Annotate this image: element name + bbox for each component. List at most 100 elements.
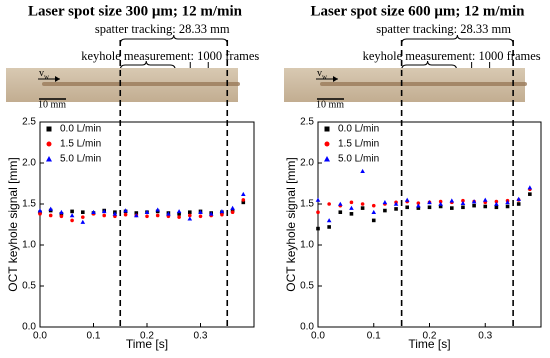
data-point: [349, 212, 354, 216]
keyhole-label: keyhole measurement: 1000 frames: [363, 49, 541, 63]
data-point: [188, 210, 192, 214]
data-point: [393, 201, 399, 206]
data-point: [327, 202, 331, 206]
data-point: [241, 198, 246, 202]
data-point: [144, 209, 150, 214]
data-point: [360, 206, 365, 210]
data-point: [48, 206, 53, 211]
legend-label: 1.5 L/min: [60, 139, 101, 150]
x-tick-label: 0.2: [423, 331, 437, 342]
x-axis-label: Time [s]: [408, 337, 450, 351]
data-point: [230, 205, 235, 210]
data-point: [482, 197, 488, 202]
spatter-label: spatter tracking: 28.33 mm: [376, 22, 511, 36]
velocity-subscript: w: [44, 73, 50, 81]
y-tick-label: 1.5: [300, 199, 314, 210]
data-point: [371, 203, 376, 208]
legend-label: 0.0 L/min: [338, 124, 379, 135]
data-point: [405, 205, 409, 210]
data-point: [155, 207, 160, 212]
x-tick-label: 0.0: [33, 331, 47, 342]
data-point: [394, 207, 398, 211]
y-tick-label: 0.0: [300, 322, 314, 333]
legend-label: 0.0 L/min: [60, 124, 101, 135]
data-point: [81, 215, 85, 219]
weld-seam: [320, 82, 527, 86]
data-point: [494, 201, 499, 206]
velocity-subscript: w: [322, 73, 328, 81]
x-tick-label: 0.0: [311, 331, 325, 342]
data-point: [382, 200, 388, 205]
data-point: [155, 213, 160, 218]
data-point: [69, 213, 75, 218]
data-point: [438, 201, 443, 206]
velocity-symbol: v: [317, 68, 322, 79]
data-point: [91, 209, 96, 214]
data-point: [349, 200, 354, 205]
data-point: [177, 215, 181, 219]
x-tick-label: 0.1: [367, 331, 381, 342]
spatter-label: spatter tracking: 28.33 mm: [95, 22, 230, 36]
data-point: [327, 225, 331, 229]
panel-title: Laser spot size 600 μm; 12 m/min: [310, 3, 525, 19]
arrow-head: [55, 76, 60, 82]
y-tick-label: 2.0: [300, 158, 314, 169]
brace: [119, 34, 228, 45]
data-point: [494, 205, 499, 210]
data-point: [101, 209, 107, 214]
legend-marker: [46, 156, 52, 162]
data-point: [176, 209, 182, 214]
data-point: [219, 209, 225, 214]
data-point: [360, 168, 365, 173]
y-tick-label: 1.0: [300, 240, 314, 251]
data-point: [315, 197, 321, 202]
data-point: [59, 209, 64, 214]
data-point: [438, 199, 443, 204]
y-tick-label: 1.0: [22, 240, 36, 251]
legend-label: 5.0 L/min: [338, 154, 379, 165]
data-point: [166, 211, 171, 216]
x-tick-label: 0.3: [478, 331, 492, 342]
data-point: [472, 203, 476, 208]
velocity-symbol: v: [39, 68, 44, 79]
data-point: [145, 214, 149, 219]
y-tick-label: 0.5: [22, 281, 36, 292]
data-point: [316, 210, 320, 214]
brace: [401, 34, 514, 45]
legend-marker: [46, 141, 52, 147]
data-point: [220, 212, 224, 217]
y-tick-label: 2.5: [22, 117, 36, 128]
y-tick-label: 1.5: [22, 199, 36, 210]
data-point: [416, 203, 421, 208]
scale-label: 10 mm: [38, 99, 66, 110]
data-point: [528, 192, 532, 196]
data-point: [449, 198, 455, 203]
data-point: [70, 209, 74, 214]
data-point: [338, 210, 343, 214]
legend-marker: [324, 141, 330, 147]
data-point: [450, 206, 454, 210]
legend-marker: [46, 126, 52, 132]
y-axis-label: OCT keyhole signal [mm]: [284, 157, 298, 292]
data-point: [59, 214, 64, 219]
data-point: [123, 212, 128, 217]
data-point: [461, 205, 465, 210]
brace: [119, 60, 176, 71]
keyhole-label: keyhole measurement: 1000 frames: [81, 49, 259, 63]
y-tick-label: 2.5: [300, 117, 314, 128]
x-axis-label: Time [s]: [126, 337, 168, 351]
data-point: [483, 204, 488, 209]
data-point: [527, 185, 533, 190]
data-point: [404, 197, 410, 202]
legend-label: 1.5 L/min: [338, 139, 379, 150]
data-point: [134, 213, 139, 218]
x-tick-label: 0.3: [194, 331, 208, 342]
data-point: [38, 212, 42, 216]
data-point: [230, 210, 235, 214]
data-point: [134, 211, 139, 215]
data-point: [360, 202, 365, 206]
data-point: [70, 218, 74, 223]
y-tick-label: 0.5: [300, 281, 314, 292]
data-point: [438, 204, 443, 209]
